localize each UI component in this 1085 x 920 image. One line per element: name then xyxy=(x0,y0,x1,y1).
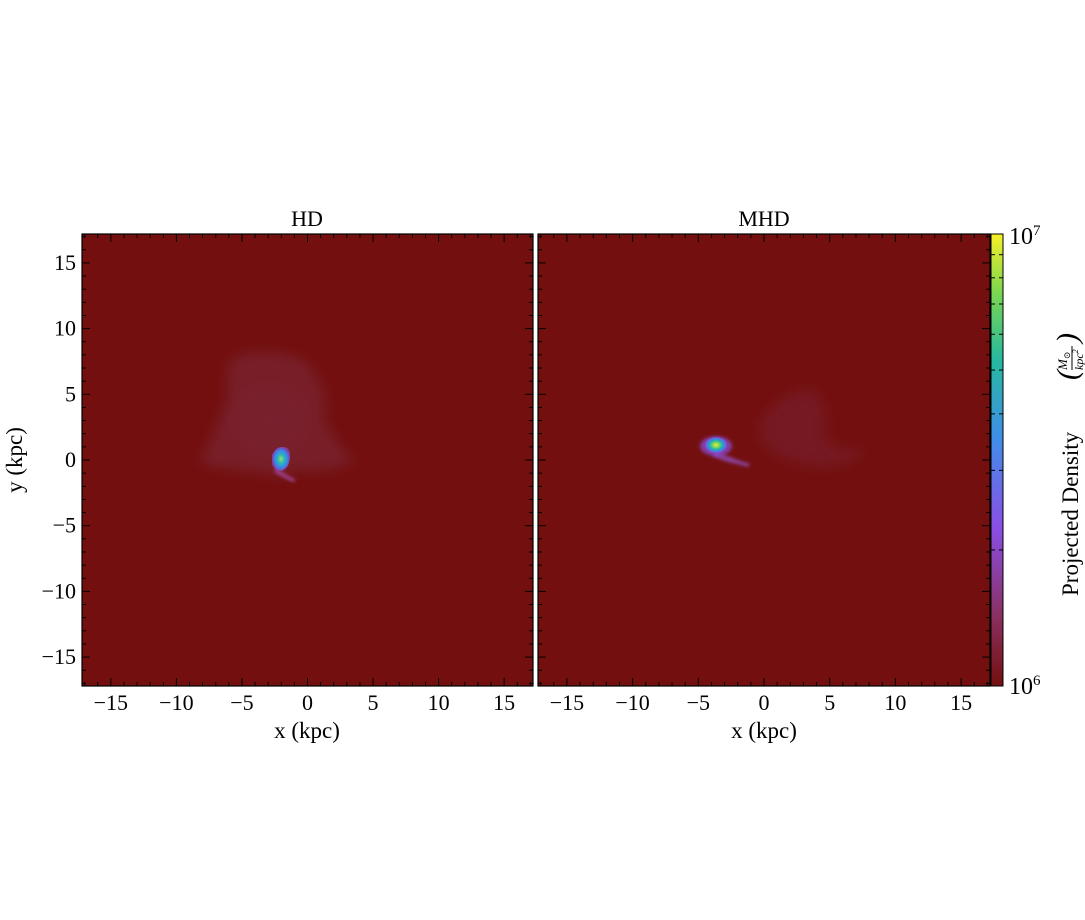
y-tick-label: −15 xyxy=(42,644,76,669)
x-tick-label: 15 xyxy=(493,690,515,715)
ticks xyxy=(82,234,533,686)
svg-text:(: ( xyxy=(1051,368,1084,380)
x-tick-label: 0 xyxy=(302,690,313,715)
diffuse-halo xyxy=(760,389,861,467)
unit-numerator: M⊙ xyxy=(1055,352,1072,371)
panel-title: MHD xyxy=(738,206,789,231)
core-blob xyxy=(272,446,291,471)
x-tick-label: 10 xyxy=(884,690,906,715)
x-tick-label: 10 xyxy=(428,690,450,715)
y-tick-label: 15 xyxy=(54,250,76,275)
core-tail xyxy=(712,452,750,467)
density-field xyxy=(200,351,355,482)
y-tick-label: 0 xyxy=(65,447,76,472)
core-tail xyxy=(274,468,296,482)
x-tick-label: −5 xyxy=(230,690,253,715)
colorbar-frame xyxy=(990,233,1004,687)
colorbar-gradient xyxy=(991,234,1003,686)
y-axis-label: y (kpc) xyxy=(2,427,27,493)
y-tick-label: 5 xyxy=(65,381,76,406)
svg-text:): ) xyxy=(1051,333,1084,345)
x-tick-label: −15 xyxy=(94,690,128,715)
colorbar: 107 106 Projected Density ( M⊙ kpc2 ) xyxy=(990,223,1085,700)
ticks xyxy=(538,234,990,686)
panel-mhd: −15 −10 −5 0 5 10 15 MHD x (kpc) xyxy=(537,206,991,743)
x-tick-label: 5 xyxy=(824,690,835,715)
core-blob xyxy=(705,437,727,453)
y-tick-label: −5 xyxy=(53,513,76,538)
x-tick-label: −5 xyxy=(687,690,710,715)
colorbar-unit: ( M⊙ kpc2 ) xyxy=(1051,333,1085,380)
colorbar-label-group: Projected Density ( M⊙ kpc2 ) xyxy=(1051,333,1085,596)
x-tick-label: 15 xyxy=(950,690,972,715)
colorbar-minor-ticks xyxy=(991,254,1003,551)
y-tick-label: −10 xyxy=(42,578,76,603)
density-field xyxy=(700,389,861,467)
tick-labels: −15 −10 −5 0 5 10 15 xyxy=(550,690,972,715)
halo-glow xyxy=(210,365,330,475)
x-tick-label: 5 xyxy=(368,690,379,715)
x-tick-label: −15 xyxy=(550,690,584,715)
panel-title: HD xyxy=(291,206,323,231)
x-tick-label: −10 xyxy=(615,690,649,715)
unit-denominator: kpc2 xyxy=(1071,349,1085,370)
x-tick-label: −10 xyxy=(159,690,193,715)
colorbar-tick-max: 107 xyxy=(1009,223,1041,250)
tick-labels: −15 −10 −5 0 5 10 15 −15 −10 −5 0 5 10 15 xyxy=(42,250,516,715)
colorbar-tick-min: 106 xyxy=(1009,673,1041,700)
x-axis-label: x (kpc) xyxy=(731,718,797,743)
plot-background xyxy=(538,234,990,686)
x-axis-label: x (kpc) xyxy=(274,718,340,743)
y-tick-label: 10 xyxy=(54,316,76,341)
colorbar-label: Projected Density xyxy=(1058,431,1083,596)
x-tick-label: 0 xyxy=(759,690,770,715)
